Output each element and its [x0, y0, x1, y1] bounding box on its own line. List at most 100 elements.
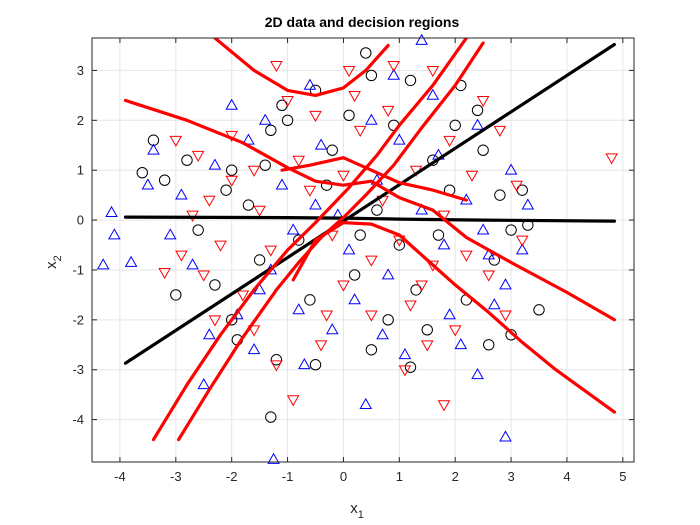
data-point-circle	[371, 204, 383, 216]
data-point-circle	[293, 234, 305, 246]
y-axis-label-base: x	[43, 261, 60, 269]
data-point-triangle-down	[460, 250, 473, 262]
data-point-triangle-down	[404, 300, 417, 312]
data-point-triangle-up	[314, 138, 328, 150]
data-point-triangle-down	[253, 205, 266, 217]
chart-title: 2D data and decision regions	[265, 14, 460, 30]
data-point-triangle-up	[292, 303, 306, 315]
x-axis-label: x1	[350, 500, 364, 521]
data-point-circle	[136, 166, 148, 179]
data-point-triangle-up	[393, 133, 406, 145]
y-tick-label: 0	[77, 213, 84, 228]
data-point-circle	[343, 109, 355, 122]
data-point-triangle-up	[258, 113, 272, 125]
data-point-triangle-down	[443, 135, 456, 147]
data-point-circle	[304, 294, 316, 306]
y-axis-label-subscript: 2	[52, 255, 64, 261]
data-point-circle	[170, 289, 182, 301]
data-point-triangle-up	[325, 323, 339, 335]
data-point-triangle-down	[437, 400, 451, 412]
data-point-circle	[477, 144, 489, 156]
data-point-triangle-up	[398, 348, 412, 360]
data-point-circle	[483, 339, 495, 351]
y-tick-label: -4	[72, 412, 84, 427]
data-point-triangle-down	[337, 170, 350, 182]
data-point-circle	[354, 229, 366, 241]
data-point-triangle-up	[303, 78, 317, 90]
data-point-triangle-up	[426, 88, 440, 100]
data-point-triangle-down	[197, 270, 211, 282]
x-tick-label: 1	[396, 469, 403, 484]
y-tick-label: -2	[72, 312, 84, 327]
data-point-circle	[505, 329, 517, 341]
x-tick-label: 4	[563, 469, 570, 484]
data-point-circle	[404, 361, 417, 373]
data-point-triangle-down	[320, 310, 333, 322]
data-point-triangle-down	[309, 110, 322, 123]
x-tick-label: -3	[170, 469, 182, 484]
data-point-circle	[259, 159, 271, 171]
data-point-triangle-down	[314, 340, 328, 352]
data-point-triangle-up	[197, 377, 211, 390]
data-point-circle	[432, 229, 445, 241]
data-point-triangle-up	[365, 113, 378, 125]
x-axis-label-base: x	[350, 500, 358, 517]
data-point-triangle-up	[208, 158, 222, 170]
grid	[92, 38, 634, 462]
data-point-triangle-up	[175, 188, 188, 200]
data-point-circle	[309, 359, 322, 371]
data-point-triangle-up	[108, 228, 121, 240]
data-point-triangle-up	[225, 98, 239, 110]
decision-boundary-curve	[151, 38, 468, 442]
data-point-circle	[253, 254, 266, 266]
decision-boundary-curve	[123, 42, 616, 365]
data-point-triangle-down	[175, 250, 188, 262]
data-point-triangle-up	[96, 258, 110, 270]
data-point-triangle-up	[141, 178, 155, 190]
axis-ticks: -4 -3 -2 -1 0 1 2 3 4 5 -4 -3 -2 -1 0 1 2 3	[72, 38, 634, 484]
decision-boundary-curve	[177, 41, 485, 442]
data-point-triangle-up	[381, 268, 395, 280]
data-point-circle	[326, 144, 338, 156]
data-point-triangle-up	[286, 223, 300, 235]
x-tick-label: -2	[226, 469, 238, 484]
data-point-triangle-up	[348, 293, 361, 305]
data-point-circle	[209, 279, 221, 291]
axes-box	[91, 37, 635, 463]
x-tick-label: -1	[282, 469, 294, 484]
data-point-triangle-down	[303, 185, 317, 197]
decision-boundaries	[123, 38, 616, 442]
data-point-circle	[471, 104, 484, 117]
data-point-triangle-up	[471, 118, 484, 130]
data-point-triangle-down	[158, 268, 171, 280]
data-point-circle	[533, 304, 545, 316]
data-point-triangle-down	[236, 290, 250, 302]
data-point-triangle-up	[147, 143, 160, 155]
x-tick-label: 3	[507, 469, 514, 484]
data-point-triangle-down	[448, 325, 462, 337]
data-point-triangle-down	[420, 340, 434, 352]
data-point-triangle-down	[365, 255, 378, 267]
data-point-circle	[242, 199, 255, 211]
data-point-triangle-down	[292, 155, 306, 167]
y-axis-label: x2	[43, 255, 64, 269]
x-tick-label: 5	[619, 469, 626, 484]
data-point-circle	[225, 314, 238, 326]
data-point-triangle-down	[499, 310, 512, 322]
data-point-circle	[158, 174, 171, 186]
data-point-triangle-up	[186, 258, 199, 270]
data-point-triangle-up	[298, 357, 311, 370]
data-point-triangle-down	[365, 310, 378, 322]
data-point-triangle-up	[247, 343, 261, 355]
y-tick-label: -1	[72, 262, 84, 277]
data-point-triangle-up	[515, 243, 529, 255]
data-point-triangle-up	[376, 328, 389, 340]
data-point-triangle-down	[426, 66, 440, 78]
data-point-circle	[421, 324, 433, 336]
data-point-triangle-up	[105, 205, 118, 217]
data-point-circle	[192, 224, 204, 236]
data-point-circle	[225, 164, 238, 176]
data-point-triangle-up	[309, 198, 322, 210]
y-tick-label: -3	[72, 362, 84, 377]
